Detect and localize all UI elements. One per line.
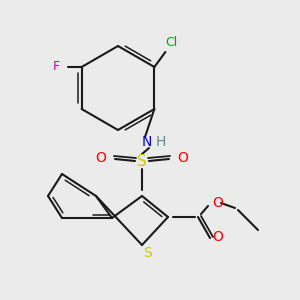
Text: O: O: [213, 196, 224, 210]
Text: O: O: [178, 151, 188, 165]
Text: F: F: [53, 61, 60, 74]
Text: O: O: [213, 230, 224, 244]
Text: N: N: [142, 135, 152, 149]
Text: O: O: [96, 151, 106, 165]
Text: S: S: [137, 154, 147, 169]
Text: H: H: [156, 135, 166, 149]
Text: Cl: Cl: [165, 37, 178, 50]
Text: S: S: [144, 246, 152, 260]
